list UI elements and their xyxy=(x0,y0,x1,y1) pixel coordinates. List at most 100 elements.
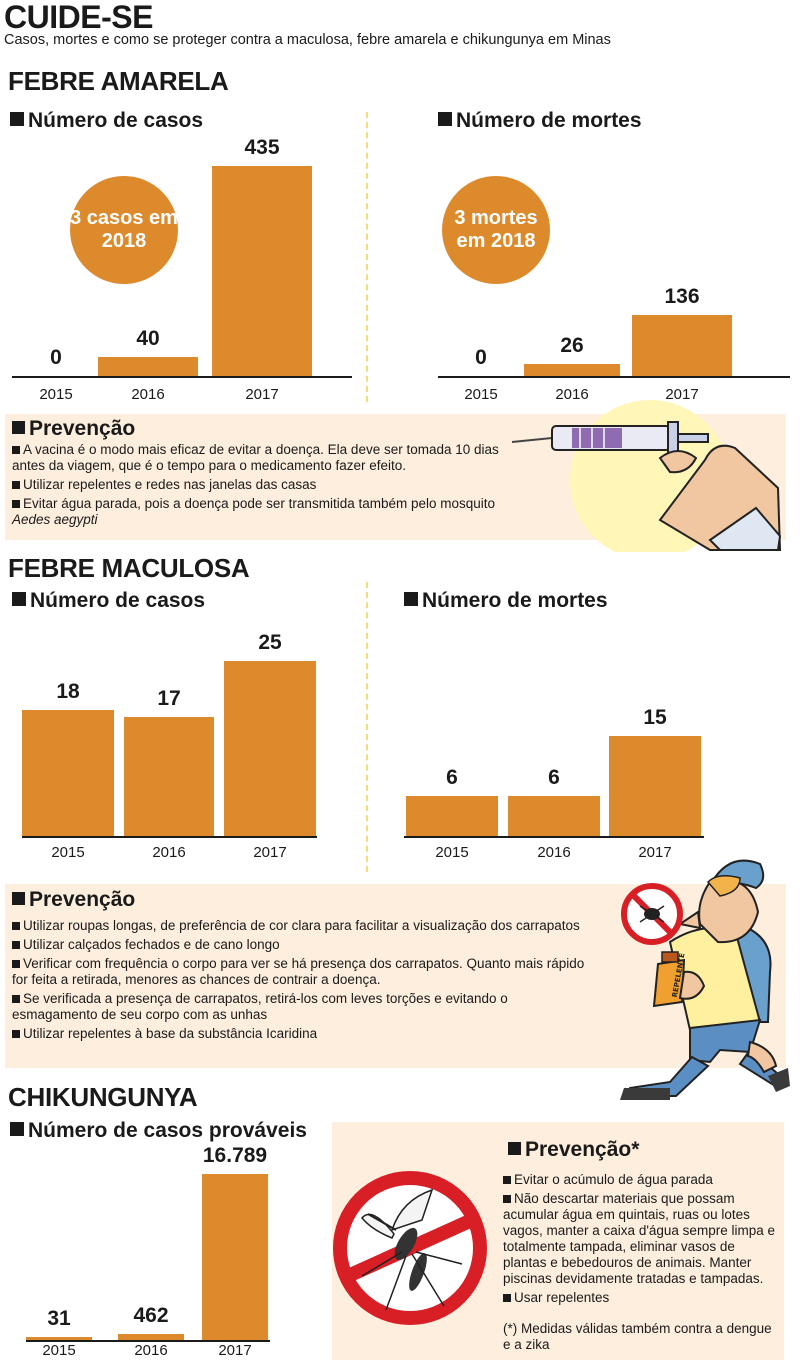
x-tick-2017: 2017 xyxy=(245,386,279,403)
data-label-2016: 26 xyxy=(560,334,584,358)
chart-title-fm-mortes-label: Número de mortes xyxy=(422,589,608,612)
x-axis-line xyxy=(22,836,317,838)
data-label-2015: 31 xyxy=(47,1307,71,1330)
x-tick-2017: 2017 xyxy=(253,844,287,861)
x-tick-2015: 2015 xyxy=(39,386,73,403)
bar-2015 xyxy=(22,710,114,836)
x-tick-2016: 2016 xyxy=(555,386,589,403)
x-tick-2017: 2017 xyxy=(218,1342,252,1359)
bullet-square-icon xyxy=(12,592,26,606)
page-title: CUIDE-SE xyxy=(4,0,153,35)
prevention-title-fa-label: Prevenção xyxy=(29,417,136,440)
divider-febre-amarela xyxy=(366,112,368,402)
prevention-item: Evitar água parada, pois a doença pode s… xyxy=(12,496,502,528)
bar-2016 xyxy=(508,796,600,836)
bar-2017 xyxy=(202,1174,268,1340)
badge-fa-mortes-2018: 3 mortes em 2018 xyxy=(442,176,550,284)
data-label-2017: 16.789 xyxy=(202,1144,268,1167)
chart-title-chik-casos: Número de casos prováveis xyxy=(10,1118,307,1144)
x-tick-2016: 2016 xyxy=(134,1342,168,1359)
x-tick-2016: 2016 xyxy=(131,386,165,403)
x-axis-line xyxy=(438,376,790,378)
prevention-item: Utilizar repelentes e redes nas janelas … xyxy=(12,477,502,493)
prevention-item-species: Aedes aegypti xyxy=(12,512,98,527)
prevention-item: Utilizar repelentes à base da substância… xyxy=(12,1026,587,1042)
x-tick-2016: 2016 xyxy=(537,844,571,861)
badge-fa-casos-2018: 3 casos em 2018 xyxy=(70,176,178,284)
page-subtitle: Casos, mortes e como se proteger contra … xyxy=(4,32,611,48)
prevention-list-fm: Utilizar roupas longas, de preferência d… xyxy=(12,918,587,1045)
bar-2016 xyxy=(124,717,214,836)
x-axis-line xyxy=(404,836,704,838)
prevention-list-fa: A vacina é o modo mais eficaz de evitar … xyxy=(12,442,502,531)
bullet-square-icon xyxy=(10,1122,24,1136)
prevention-item: Não descartar materiais que possam acumu… xyxy=(503,1191,775,1286)
bullet-square-icon xyxy=(508,1142,521,1155)
data-label-2016: 40 xyxy=(136,326,160,350)
data-label-2017: 15 xyxy=(643,706,667,729)
prevention-item: Verificar com frequência o corpo para ve… xyxy=(12,956,587,988)
x-tick-2015: 2015 xyxy=(42,1342,76,1359)
data-label-2016: 462 xyxy=(133,1304,169,1327)
chart-title-fm-mortes: Número de mortes xyxy=(404,588,608,614)
chart-title-chik-casos-label: Número de casos prováveis xyxy=(28,1119,307,1142)
x-tick-2016: 2016 xyxy=(152,844,186,861)
chart-title-fa-casos: Número de casos xyxy=(10,108,203,134)
chart-title-fa-casos-label: Número de casos xyxy=(28,109,204,132)
x-tick-2015: 2015 xyxy=(51,844,85,861)
bullet-square-icon xyxy=(12,421,25,434)
bullet-square-icon xyxy=(438,112,452,126)
syringe-hand-illustration xyxy=(511,400,782,552)
no-mosquito-illustration xyxy=(333,1171,487,1325)
bar-2017 xyxy=(609,736,701,836)
divider-febre-maculosa xyxy=(366,582,368,872)
prevention-item: A vacina é o modo mais eficaz de evitar … xyxy=(12,442,502,474)
bar-2017 xyxy=(632,315,732,376)
chart-title-fm-casos: Número de casos xyxy=(12,588,205,614)
section-title-chikungunya: CHIKUNGUNYA xyxy=(8,1082,198,1112)
data-label-2016: 6 xyxy=(548,766,560,789)
data-label-2015: 18 xyxy=(56,680,80,703)
hiker-illustration: REPELENTE xyxy=(620,859,790,1100)
section-title-febre-amarela: FEBRE AMARELA xyxy=(8,66,229,96)
data-label-2015: 0 xyxy=(50,346,62,369)
prevention-item: Utilizar calçados fechados e de cano lon… xyxy=(12,937,587,953)
prevention-title-fm: Prevenção xyxy=(12,888,135,912)
data-label-2017: 136 xyxy=(664,285,700,309)
x-axis-line xyxy=(26,1340,270,1342)
x-tick-2015: 2015 xyxy=(435,844,469,861)
bar-2015 xyxy=(26,1337,92,1340)
x-tick-2017: 2017 xyxy=(638,844,672,861)
prevention-item-text: Evitar água parada, pois a doença pode s… xyxy=(23,496,496,511)
x-tick-2017: 2017 xyxy=(665,386,699,403)
prevention-footnote: (*) Medidas válidas também contra a deng… xyxy=(503,1321,772,1352)
bullet-square-icon xyxy=(12,892,25,905)
prevention-title-chik-label: Prevenção* xyxy=(525,1138,640,1161)
bar-2016 xyxy=(524,364,620,376)
bar-2016 xyxy=(98,356,198,376)
section-title-febre-maculosa: FEBRE MACULOSA xyxy=(8,553,250,583)
chart-title-fm-casos-label: Número de casos xyxy=(30,589,206,612)
prevention-title-fa: Prevenção xyxy=(12,417,135,441)
x-axis-line xyxy=(12,376,352,378)
prevention-item: Utilizar roupas longas, de preferência d… xyxy=(12,918,587,934)
data-label-2017: 25 xyxy=(258,631,282,654)
prevention-list-chik: Evitar o acúmulo de água parada Não desc… xyxy=(503,1172,775,1309)
x-tick-2015: 2015 xyxy=(464,386,498,403)
prevention-item: Se verificada a presença de carrapatos, … xyxy=(12,991,587,1023)
prevention-title-chik: Prevenção* xyxy=(508,1138,639,1162)
data-label-2017: 435 xyxy=(244,136,280,159)
data-label-2016: 17 xyxy=(157,687,181,710)
bar-2017 xyxy=(212,166,312,376)
bullet-square-icon xyxy=(10,112,24,126)
prevention-item: Evitar o acúmulo de água parada xyxy=(503,1172,775,1188)
data-label-2015: 6 xyxy=(446,766,458,789)
bullet-square-icon xyxy=(404,592,418,606)
prevention-item: Usar repelentes xyxy=(503,1290,775,1306)
prevention-title-fm-label: Prevenção xyxy=(29,888,136,911)
chart-title-fa-mortes: Número de mortes xyxy=(438,108,642,134)
bar-2017 xyxy=(224,661,316,836)
bar-2016 xyxy=(118,1334,184,1340)
chart-title-fa-mortes-label: Número de mortes xyxy=(456,109,642,132)
data-label-2015: 0 xyxy=(475,346,487,369)
